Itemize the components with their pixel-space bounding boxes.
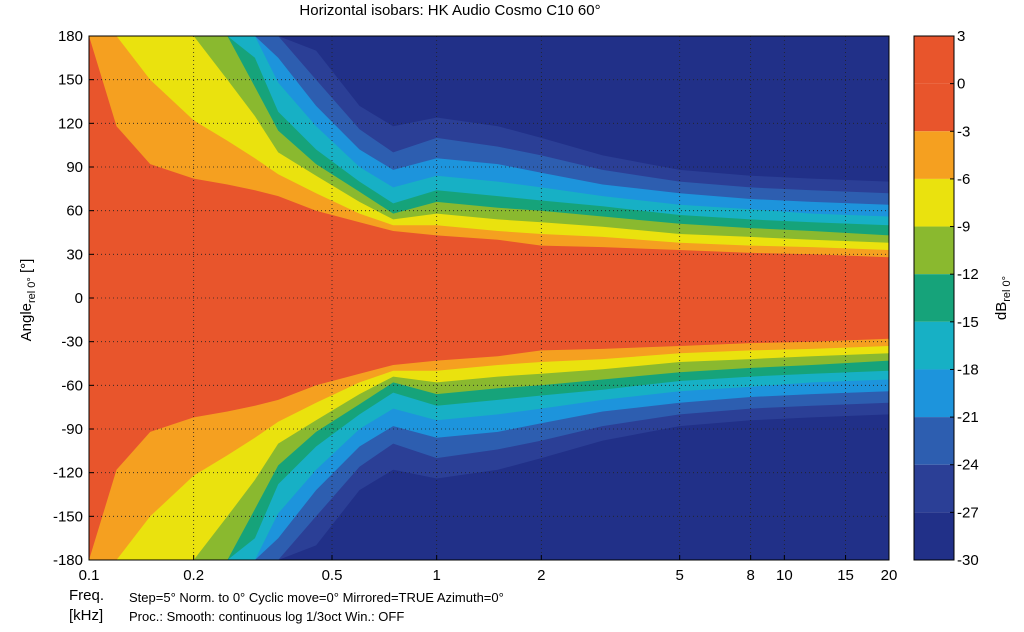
x-tick-label: 0.5 (322, 567, 343, 584)
y-tick-label: 30 (66, 246, 83, 263)
y-tick-label: -120 (53, 465, 83, 482)
x-tick-label: 8 (746, 567, 754, 584)
colorbar-tick-label: -12 (957, 266, 979, 283)
colorbar-segment (914, 321, 954, 370)
colorbar-segment (914, 417, 954, 465)
y-tick-label: -150 (53, 508, 83, 525)
colorbar-ticks: 3 0 -3 -6 -9 -12 -15 -18 -21 -24 -27 -30 (950, 28, 979, 569)
colorbar-segment (914, 83, 954, 132)
colorbar-tick-label: -27 (957, 504, 979, 521)
y-tick-label: 180 (58, 28, 83, 45)
colorbar-tick-label: -3 (957, 123, 970, 140)
colorbar-tick-label: -15 (957, 314, 979, 331)
x-tick-label: 1 (432, 567, 440, 584)
processing-info-line-1: Step=5° Norm. to 0° Cyclic move=0° Mirro… (129, 590, 504, 605)
colorbar-frame (913, 35, 955, 561)
x-tick-label: 0.1 (79, 567, 100, 584)
y-tick-label: 150 (58, 72, 83, 89)
colorbar-label: dBrel 0° (993, 275, 1013, 321)
colorbar-tick-label: -6 (957, 171, 970, 188)
colorbar-segment (914, 512, 954, 560)
y-tick-label: 60 (66, 203, 83, 220)
colorbar-tick-label: -24 (957, 457, 979, 474)
x-tick-label: 20 (881, 567, 898, 584)
colorbar-tick-label: -30 (957, 552, 979, 569)
x-tick-label: 15 (837, 567, 854, 584)
colorbar-tick-label: -21 (957, 409, 979, 426)
x-tick-label: 2 (537, 567, 545, 584)
x-tick-label: 0.2 (183, 567, 204, 584)
x-tick-label: 10 (776, 567, 793, 584)
colorbar (913, 35, 955, 561)
colorbar-tick-label: -9 (957, 219, 970, 236)
x-axis-label: Freq. (69, 587, 105, 604)
colorbar-segment (914, 226, 954, 275)
colorbar-segment (914, 131, 954, 179)
colorbar-segment (914, 36, 954, 84)
y-tick-label: -90 (61, 421, 83, 438)
y-tick-label: -60 (61, 377, 83, 394)
y-tick-label: 120 (58, 115, 83, 132)
processing-info-line-2: Proc.: Smooth: continuous log 1/3oct Win… (129, 609, 405, 624)
colorbar-segment (914, 464, 954, 513)
colorbar-tick-label: 3 (957, 28, 965, 45)
colorbar-tick-label: -18 (957, 361, 979, 378)
y-axis-ticks: 180 150 120 90 60 30 0 -30 -60 -90 -120 -150 -180 (53, 28, 94, 569)
y-axis-label: Anglerel 0° [°] (18, 258, 38, 342)
chart-title: Horizontal isobars: HK Audio Cosmo C10 6… (299, 2, 601, 19)
y-tick-label: -180 (53, 552, 83, 569)
x-tick-label: 5 (676, 567, 684, 584)
x-axis-ticks: 0.1 0.2 0.5 1 2 5 8 10 15 20 (79, 555, 898, 584)
grid-lines (89, 36, 889, 560)
y-tick-label: -30 (61, 334, 83, 351)
y-tick-label: 0 (75, 290, 83, 307)
x-axis-unit: [kHz] (69, 607, 104, 624)
colorbar-segment (914, 369, 954, 418)
y-tick-label: 90 (66, 159, 83, 176)
colorbar-segment (914, 274, 954, 322)
colorbar-segment (914, 178, 954, 227)
colorbar-tick-label: 0 (957, 76, 965, 93)
